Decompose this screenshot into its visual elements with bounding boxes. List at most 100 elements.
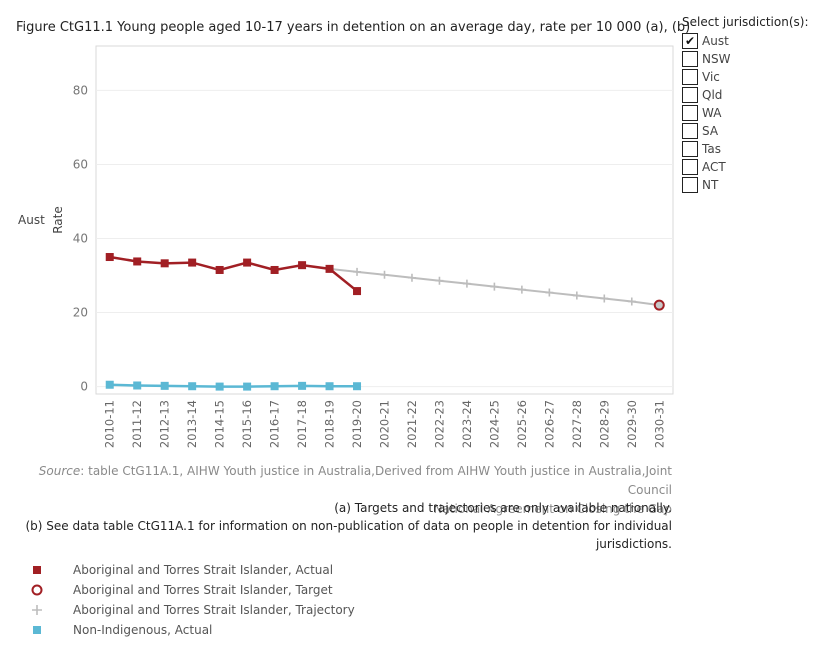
x-tick-label: 2023-24 <box>460 400 474 448</box>
jurisdiction-checkbox[interactable] <box>682 159 698 175</box>
source-note: Source: table CtG11A.1, AIHW Youth justi… <box>0 462 672 519</box>
jurisdiction-option-label: SA <box>702 124 719 138</box>
legend-marker <box>31 584 43 596</box>
row-label: Aust <box>18 213 45 227</box>
jurisdiction-option-label: NT <box>702 178 719 192</box>
x-tick-label: 2016-17 <box>268 400 282 448</box>
x-tick-label: 2026-27 <box>542 400 556 448</box>
x-tick-label: 2022-23 <box>432 400 446 448</box>
series-line <box>109 255 358 293</box>
jurisdiction-filter-list: ✔ Aust NSW Vic Qld WA SA Tas ACT NT <box>682 32 730 194</box>
y-tick-label: 40 <box>73 232 88 246</box>
data-point <box>462 279 471 288</box>
legend-symbol <box>33 626 41 634</box>
data-point <box>270 265 279 274</box>
data-point <box>105 253 114 262</box>
source-text-cont: National Agreement on Closing the Gap <box>433 502 673 516</box>
jurisdiction-option-label: WA <box>702 106 722 120</box>
y-tick-label: 60 <box>73 157 88 171</box>
jurisdiction-checkbox[interactable] <box>682 69 698 85</box>
legend-item: Aboriginal and Torres Strait Islander, A… <box>28 560 355 580</box>
jurisdiction-option-label: ACT <box>702 160 726 174</box>
legend-marker <box>32 605 42 615</box>
x-tick-label: 2010-11 <box>103 400 117 448</box>
x-tick-label: 2017-18 <box>295 400 309 448</box>
x-tick-label: 2030-31 <box>652 400 666 448</box>
legend-item: Aboriginal and Torres Strait Islander, T… <box>28 580 355 600</box>
series-line <box>109 383 358 388</box>
y-tick-label: 80 <box>73 83 88 97</box>
data-point <box>243 382 252 391</box>
jurisdiction-option-sa[interactable]: SA <box>682 122 730 140</box>
footnotes: (a) Targets and trajectories are only av… <box>0 499 672 553</box>
legend-item: Non-Indigenous, Actual <box>28 620 355 640</box>
x-tick-label: 2020-21 <box>378 400 392 448</box>
x-tick-label: 2019-20 <box>350 400 364 448</box>
data-point <box>353 382 362 391</box>
y-tick-label: 20 <box>73 306 88 320</box>
legend-label: Aboriginal and Torres Strait Islander, T… <box>73 583 333 597</box>
jurisdiction-checkbox[interactable] <box>682 51 698 67</box>
plot-frame <box>95 45 674 395</box>
jurisdiction-option-nsw[interactable]: NSW <box>682 50 730 68</box>
jurisdiction-option-vic[interactable]: Vic <box>682 68 730 86</box>
jurisdiction-checkbox[interactable] <box>682 105 698 121</box>
x-tick-label: 2021-22 <box>405 400 419 448</box>
chart-legend: Aboriginal and Torres Strait Islander, A… <box>28 560 355 640</box>
data-point <box>325 382 334 391</box>
jurisdiction-option-wa[interactable]: WA <box>682 104 730 122</box>
data-point <box>160 381 169 390</box>
data-point <box>353 287 362 296</box>
jurisdiction-option-label: Vic <box>702 70 720 84</box>
jurisdiction-option-qld[interactable]: Qld <box>682 86 730 104</box>
x-tick-label: 2027-28 <box>570 400 584 448</box>
jurisdiction-option-tas[interactable]: Tas <box>682 140 730 158</box>
data-point <box>380 270 389 279</box>
jurisdiction-checkbox[interactable] <box>682 141 698 157</box>
data-point <box>243 258 252 267</box>
jurisdiction-option-label: Tas <box>702 142 721 156</box>
y-tick-label: 0 <box>80 380 88 394</box>
data-point <box>653 299 665 311</box>
data-point <box>105 380 114 389</box>
data-point <box>133 257 142 266</box>
jurisdiction-checkbox[interactable] <box>682 177 698 193</box>
data-point <box>270 382 279 391</box>
jurisdiction-checkbox[interactable]: ✔ <box>682 33 698 49</box>
data-point <box>490 282 499 291</box>
jurisdiction-option-aust[interactable]: ✔ Aust <box>682 32 730 50</box>
x-tick-label: 2015-16 <box>240 400 254 448</box>
data-point <box>325 264 334 273</box>
x-tick-label: 2029-30 <box>625 400 639 448</box>
legend-marker <box>33 566 41 574</box>
jurisdiction-filter-title: Select jurisdiction(s): <box>682 15 809 29</box>
data-point <box>435 276 444 285</box>
data-point <box>517 285 526 294</box>
legend-item: Aboriginal and Torres Strait Islander, T… <box>28 600 355 620</box>
source-label: Source <box>38 464 81 478</box>
footnote-a: (a) Targets and trajectories are only av… <box>334 501 672 515</box>
jurisdiction-option-nt[interactable]: NT <box>682 176 730 194</box>
x-tick-label: 2024-25 <box>487 400 501 448</box>
data-point <box>215 382 224 391</box>
footnote-b: (b) See data table CtG11A.1 for informat… <box>25 519 672 533</box>
data-point <box>627 297 636 306</box>
x-tick-label: 2018-19 <box>323 400 337 448</box>
y-axis-label: Rate <box>51 206 65 234</box>
legend-label: Non-Indigenous, Actual <box>73 623 213 637</box>
data-point <box>600 294 609 303</box>
data-point <box>298 381 307 390</box>
jurisdiction-checkbox[interactable] <box>682 87 698 103</box>
source-text: : table CtG11A.1, AIHW Youth justice in … <box>80 464 672 497</box>
jurisdiction-option-label: Aust <box>702 34 729 48</box>
jurisdiction-option-label: NSW <box>702 52 731 66</box>
data-point <box>188 382 197 391</box>
data-point <box>160 259 169 268</box>
data-point <box>572 291 581 300</box>
jurisdiction-checkbox[interactable] <box>682 123 698 139</box>
legend-marker <box>33 626 41 634</box>
data-point <box>133 381 142 390</box>
data-point <box>188 258 197 267</box>
legend-symbol <box>33 566 41 574</box>
jurisdiction-option-act[interactable]: ACT <box>682 158 730 176</box>
